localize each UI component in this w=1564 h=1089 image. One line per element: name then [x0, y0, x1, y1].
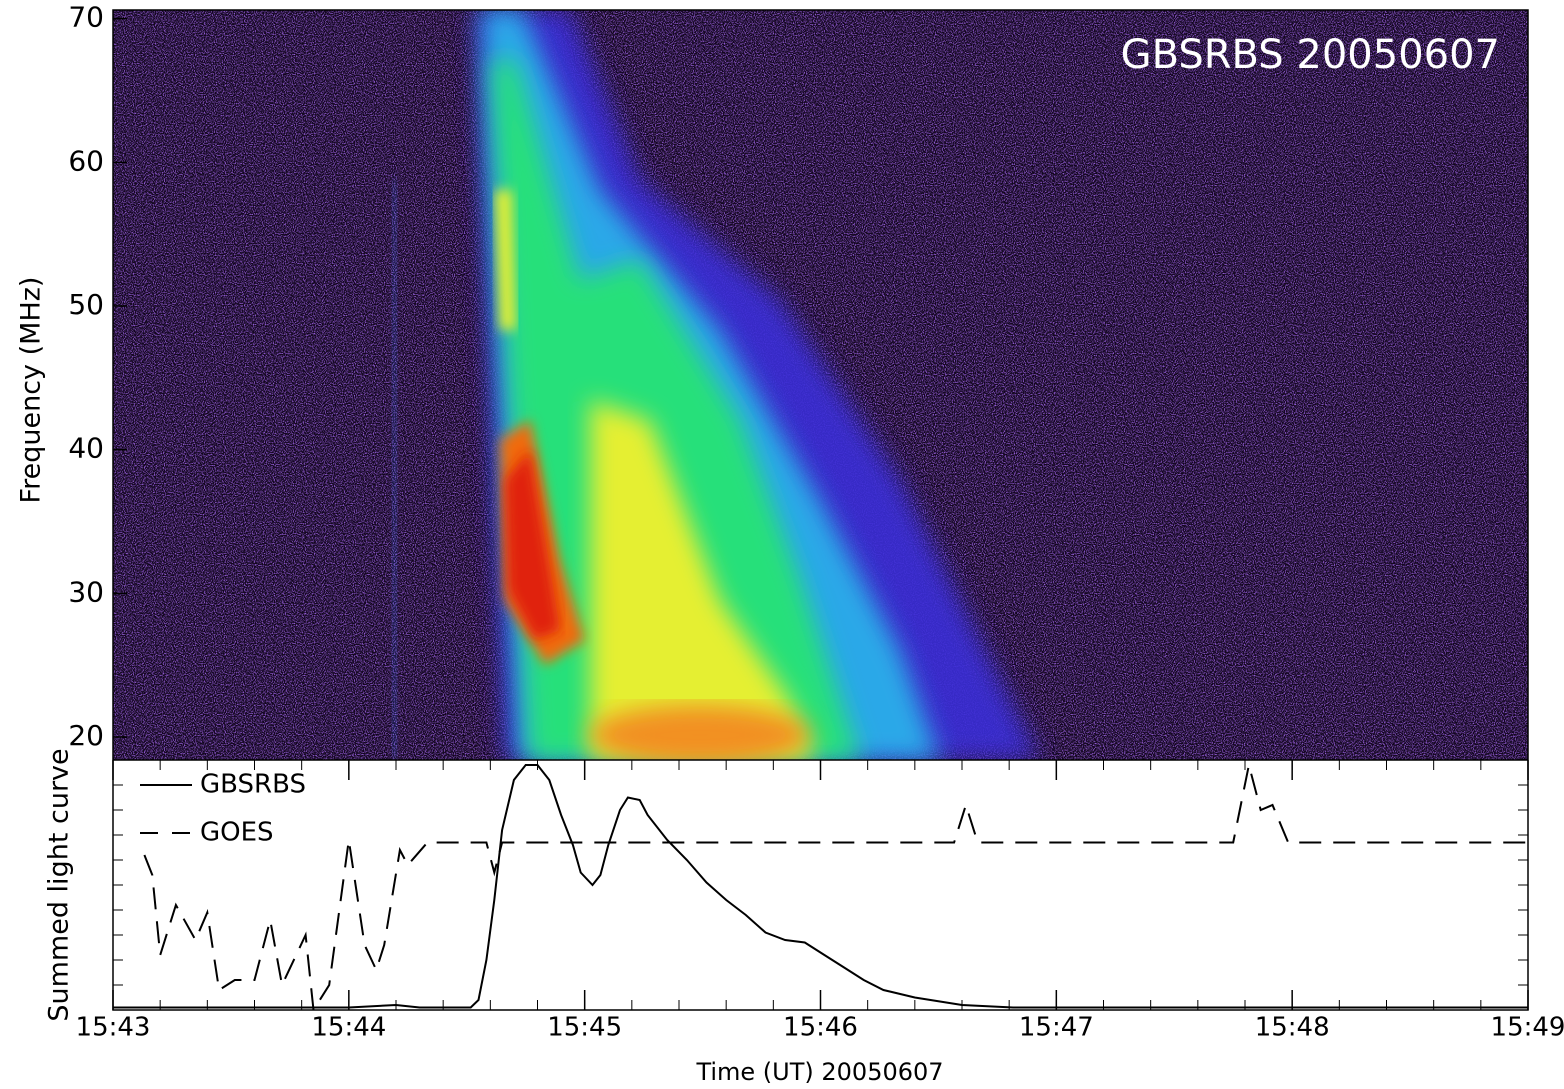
- x-tick-label: 15:48: [1255, 1013, 1330, 1043]
- x-tick-label: 15:44: [311, 1013, 386, 1043]
- data-line: [143, 764, 1528, 1010]
- x-axis-label: Time (UT) 20050607: [695, 1058, 943, 1086]
- x-tick-label: 15:47: [1019, 1013, 1094, 1043]
- y-tick-label: 40: [68, 432, 104, 465]
- y-axis-label: Summed light curve: [44, 748, 75, 1021]
- x-tick-label: 15:49: [1491, 1013, 1564, 1043]
- legend-label: GOES: [200, 818, 274, 848]
- y-tick-label: 20: [68, 719, 104, 752]
- x-tick-label: 15:46: [783, 1013, 858, 1043]
- y-tick-label: 70: [68, 1, 104, 34]
- y-tick-label: 30: [68, 575, 104, 608]
- y-tick-label: 60: [68, 144, 104, 177]
- chart-title: GBSRBS 20050607: [1121, 32, 1500, 78]
- legend: GBSRBS GOES: [140, 770, 306, 848]
- x-tick-label: 15:43: [76, 1013, 151, 1043]
- spectrogram: [113, 10, 1528, 760]
- y-tick-label: 50: [68, 288, 104, 321]
- legend-label: GBSRBS: [200, 770, 306, 800]
- data-line: [113, 764, 1528, 1009]
- x-tick-label: 15:45: [547, 1013, 622, 1043]
- series-group: [113, 764, 1528, 1010]
- y-axis-label: Frequency (MHz): [16, 277, 47, 504]
